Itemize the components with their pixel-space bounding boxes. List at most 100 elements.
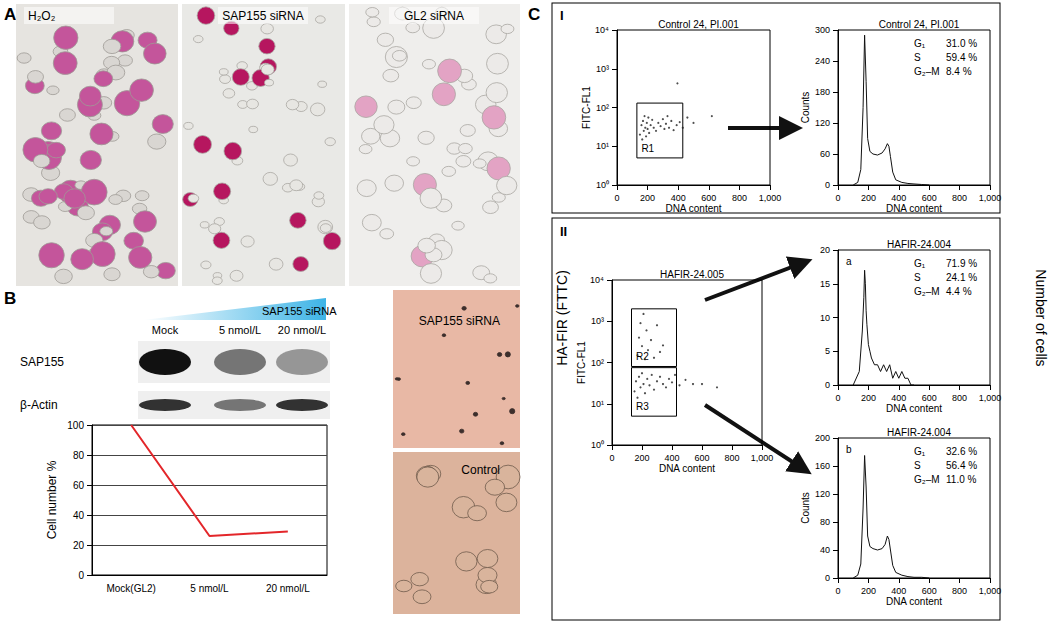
svg-text:10⁰: 10⁰ — [596, 180, 609, 190]
svg-text:0: 0 — [835, 586, 840, 596]
svg-text:300: 300 — [815, 25, 830, 35]
svg-text:1,000: 1,000 — [979, 193, 1002, 203]
svg-text:R3: R3 — [636, 401, 649, 412]
svg-text:600: 600 — [701, 193, 716, 203]
svg-text:G₁: G₁ — [914, 446, 926, 457]
svg-text:HAFIR-24.004: HAFIR-24.004 — [887, 427, 951, 438]
svg-text:180: 180 — [815, 87, 830, 97]
svg-text:10⁰: 10⁰ — [591, 440, 604, 450]
svg-text:b: b — [846, 444, 852, 455]
svg-text:HAFIR-24.004: HAFIR-24.004 — [887, 239, 951, 250]
svg-text:0: 0 — [609, 453, 614, 463]
svg-text:400: 400 — [671, 193, 686, 203]
svg-text:200: 200 — [634, 453, 649, 463]
svg-text:32.6 %: 32.6 % — [946, 446, 977, 457]
svg-text:10: 10 — [820, 313, 830, 323]
svg-text:200: 200 — [640, 193, 655, 203]
svg-text:S: S — [914, 460, 921, 471]
svg-text:FITC-FL1: FITC-FL1 — [581, 86, 592, 129]
svg-text:Counts: Counts — [800, 92, 811, 124]
svg-text:5 nmol/L: 5 nmol/L — [190, 583, 229, 594]
svg-text:200: 200 — [861, 586, 876, 596]
svg-text:SAP155 siRNA: SAP155 siRNA — [262, 305, 337, 317]
svg-text:400: 400 — [891, 586, 906, 596]
svg-text:R1: R1 — [641, 143, 654, 154]
svg-text:600: 600 — [922, 193, 937, 203]
svg-text:40: 40 — [820, 545, 830, 555]
svg-text:600: 600 — [922, 586, 937, 596]
svg-text:400: 400 — [664, 453, 679, 463]
svg-text:59.4 %: 59.4 % — [946, 52, 977, 63]
svg-text:10³: 10³ — [591, 316, 604, 326]
svg-text:600: 600 — [694, 453, 709, 463]
svg-text:0: 0 — [835, 193, 840, 203]
svg-text:1,000: 1,000 — [751, 453, 774, 463]
svg-text:0: 0 — [825, 573, 830, 583]
svg-text:G₁: G₁ — [914, 258, 926, 269]
svg-text:GL2 siRNA: GL2 siRNA — [404, 9, 464, 23]
svg-text:S: S — [914, 272, 921, 283]
svg-text:20 nmol/L: 20 nmol/L — [278, 324, 326, 336]
svg-text:FITC-FL1: FITC-FL1 — [576, 341, 587, 384]
svg-text:G₁: G₁ — [914, 38, 926, 49]
svg-text:10⁴: 10⁴ — [590, 275, 604, 285]
svg-text:40: 40 — [73, 510, 85, 521]
svg-text:200: 200 — [815, 433, 830, 443]
svg-text:G₂–M: G₂–M — [914, 286, 940, 297]
svg-text:400: 400 — [891, 393, 906, 403]
svg-text:0: 0 — [78, 570, 84, 581]
svg-text:400: 400 — [891, 193, 906, 203]
svg-text:120: 120 — [815, 118, 830, 128]
svg-text:56.4 %: 56.4 % — [946, 460, 977, 471]
svg-text:20 nmol/L: 20 nmol/L — [266, 583, 310, 594]
svg-text:60: 60 — [73, 480, 85, 491]
svg-text:800: 800 — [732, 193, 747, 203]
svg-text:5: 5 — [825, 346, 830, 356]
svg-text:20: 20 — [73, 540, 85, 551]
svg-text:100: 100 — [67, 420, 84, 431]
svg-text:31.0 %: 31.0 % — [946, 38, 977, 49]
svg-text:4.4 %: 4.4 % — [946, 286, 972, 297]
svg-text:80: 80 — [73, 450, 85, 461]
svg-text:11.0 %: 11.0 % — [946, 474, 976, 485]
svg-text:800: 800 — [724, 453, 739, 463]
svg-text:120: 120 — [815, 489, 830, 499]
svg-text:1,000: 1,000 — [759, 193, 782, 203]
svg-text:1,000: 1,000 — [979, 393, 1002, 403]
svg-text:10³: 10³ — [596, 64, 609, 74]
svg-text:160: 160 — [815, 461, 830, 471]
svg-text:DNA content: DNA content — [886, 596, 942, 607]
svg-text:0: 0 — [825, 180, 830, 190]
svg-text:G₂–M: G₂–M — [914, 474, 940, 485]
svg-text:β-Actin: β-Actin — [20, 398, 58, 412]
svg-text:G₂–M: G₂–M — [914, 66, 940, 77]
svg-text:DNA content: DNA content — [659, 463, 715, 474]
svg-text:200: 200 — [861, 193, 876, 203]
svg-text:800: 800 — [952, 393, 967, 403]
svg-text:HAFIR-24.005: HAFIR-24.005 — [660, 269, 724, 280]
svg-text:10⁴: 10⁴ — [595, 25, 609, 35]
svg-text:0: 0 — [614, 193, 619, 203]
svg-text:H₂O₂: H₂O₂ — [28, 9, 56, 23]
svg-text:24.1 %: 24.1 % — [946, 272, 977, 283]
svg-text:15: 15 — [820, 279, 830, 289]
svg-text:1,000: 1,000 — [979, 586, 1002, 596]
svg-text:Control: Control — [461, 463, 500, 477]
svg-text:5 nmol/L: 5 nmol/L — [219, 324, 261, 336]
svg-text:800: 800 — [952, 193, 967, 203]
svg-text:S: S — [914, 52, 921, 63]
svg-text:I: I — [560, 8, 564, 23]
svg-text:80: 80 — [820, 517, 830, 527]
svg-text:Number of cells: Number of cells — [1033, 269, 1049, 366]
svg-text:240: 240 — [815, 56, 830, 66]
svg-text:8.4 %: 8.4 % — [946, 66, 972, 77]
svg-text:600: 600 — [922, 393, 937, 403]
svg-text:B: B — [4, 289, 16, 308]
svg-text:Cell number %: Cell number % — [45, 460, 59, 539]
svg-text:HA-FIR (FTTC): HA-FIR (FTTC) — [554, 270, 570, 366]
svg-text:Mock: Mock — [152, 324, 179, 336]
svg-text:DNA content: DNA content — [886, 403, 942, 414]
svg-text:C: C — [528, 5, 540, 24]
svg-text:SAP155 siRNA: SAP155 siRNA — [222, 9, 303, 23]
svg-text:SAP155 siRNA: SAP155 siRNA — [419, 314, 500, 328]
